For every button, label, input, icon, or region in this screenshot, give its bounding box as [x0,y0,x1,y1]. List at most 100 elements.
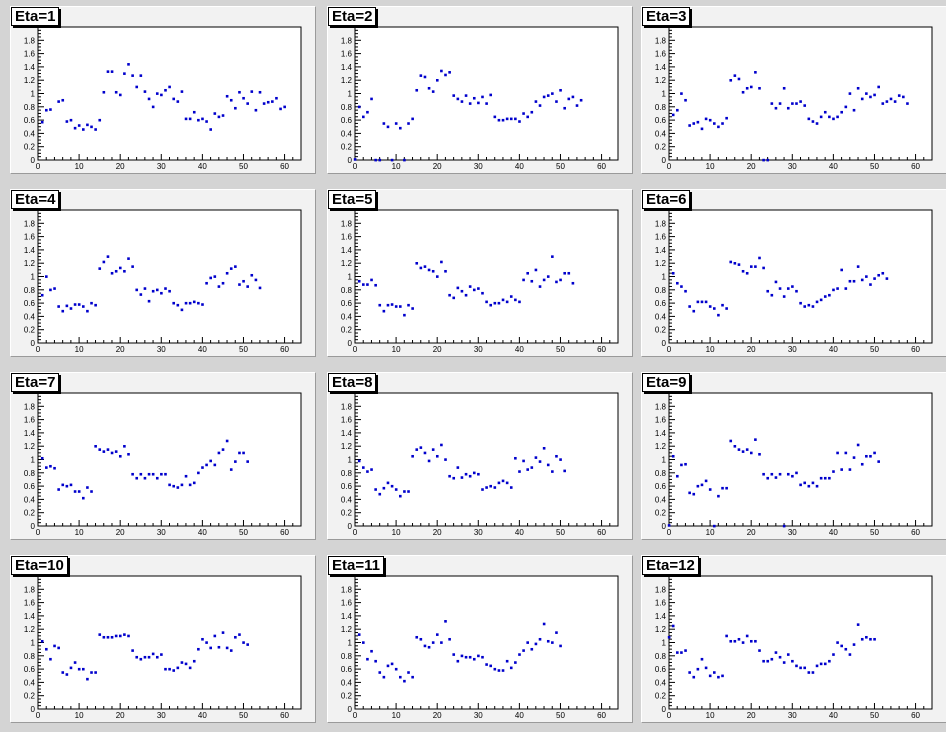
data-point [717,313,720,317]
data-point [571,95,575,99]
data-point [205,120,208,123]
data-point [745,448,749,451]
data-point [468,285,472,288]
data-point [411,307,414,310]
histogram-pad-4: 0.2 0.4 0.6 0.8 1 1.2 1.4 1.6 1.8 0 0 10 20 30 40 50 60 E… [10,189,316,357]
y-tick-label: 0.8 [341,652,353,661]
data-point [897,94,901,97]
data-point [456,286,460,290]
y-tick-label: 1.4 [341,246,353,255]
data-point [782,295,786,298]
data-point [828,659,831,663]
plot-frame [37,26,302,161]
x-tick-label: 40 [829,711,838,720]
data-point [704,666,708,670]
data-point [840,468,843,471]
data-point [209,459,212,463]
data-point [448,71,451,74]
y-tick-label: 0.8 [655,469,667,478]
data-point [366,283,369,286]
data-point [77,124,81,127]
data-point [555,280,558,284]
data-point [856,443,860,447]
data-point [168,667,171,671]
data-point [65,304,69,308]
data-point [869,637,872,641]
data-point [782,661,786,664]
data-point [811,481,815,485]
x-tick-label: 10 [706,162,715,171]
data-point [143,655,147,659]
data-point [168,289,171,293]
data-point [378,492,382,496]
data-point [860,637,864,641]
data-point [885,277,889,280]
data-point [399,675,402,679]
data-point [242,451,245,455]
y-tick-label: 0.2 [24,692,36,701]
data-point [427,645,431,649]
data-point [559,88,562,92]
y-tick-label: 1.4 [24,63,36,72]
y-tick-label: 1.2 [24,625,36,634]
data-point [250,273,254,277]
data-point [700,657,704,661]
data-point [49,108,52,111]
data-point [807,117,811,121]
data-point [399,126,402,130]
data-point [415,262,419,265]
x-tick-label: 10 [75,162,84,171]
y-tick-label: 0.8 [341,103,353,112]
data-point [860,97,864,101]
x-tick-label: 0 [36,162,41,171]
data-point [386,303,390,307]
histogram-pad-9: 0.2 0.4 0.6 0.8 1 1.2 1.4 1.6 1.8 0 0 10 20 30 40 50 60 E… [641,372,946,540]
data-point [749,85,753,89]
y-tick-label: 1.8 [655,402,667,411]
y-tick-label-zero: 0 [348,705,353,714]
data-point [840,110,843,114]
data-point [546,94,550,97]
data-point [415,448,419,451]
data-point [530,279,534,283]
data-point [221,448,225,451]
data-point [143,90,147,93]
data-point [501,118,505,122]
data-point [403,313,406,317]
data-point [73,303,77,306]
x-tick-label: 10 [706,345,715,354]
data-point [493,667,497,671]
data-point [131,265,134,268]
data-point [865,275,868,278]
data-point [778,287,782,290]
data-point [127,452,130,456]
data-point [57,100,60,103]
data-point [807,484,811,488]
data-point [102,635,106,639]
data-point [411,675,414,679]
data-point [452,296,456,300]
y-tick-label: 1.6 [341,416,353,425]
y-tick-label: 1 [31,273,36,282]
data-point [390,303,394,306]
data-point [485,102,488,105]
data-point [357,279,361,283]
data-point [394,667,398,671]
x-tick-label: 40 [198,528,207,537]
data-point [848,653,852,656]
x-tick-label: 50 [239,162,248,171]
plot-area: 0.2 0.4 0.6 0.8 1 1.2 1.4 1.6 1.8 00 10 20 30 40 50 60 [341,26,619,171]
plot-area: 0.2 0.4 0.6 0.8 1 1.2 1.4 1.6 1.8 00 10 20 30 40 50 60 [24,392,302,537]
data-point [680,651,683,654]
x-tick-label: 20 [433,162,442,171]
data-point [733,445,737,448]
data-point [192,659,196,663]
plot-area: 0.2 0.4 0.6 0.8 1 1.2 1.4 1.6 1.8 00 10 20 30 40 50 60 [655,26,933,171]
data-point [209,276,212,280]
data-point [575,104,579,107]
data-point [799,483,802,487]
y-tick-label: 1.8 [655,219,667,228]
y-tick-label: 0.4 [341,129,353,138]
y-tick-label-zero: 0 [348,156,353,165]
